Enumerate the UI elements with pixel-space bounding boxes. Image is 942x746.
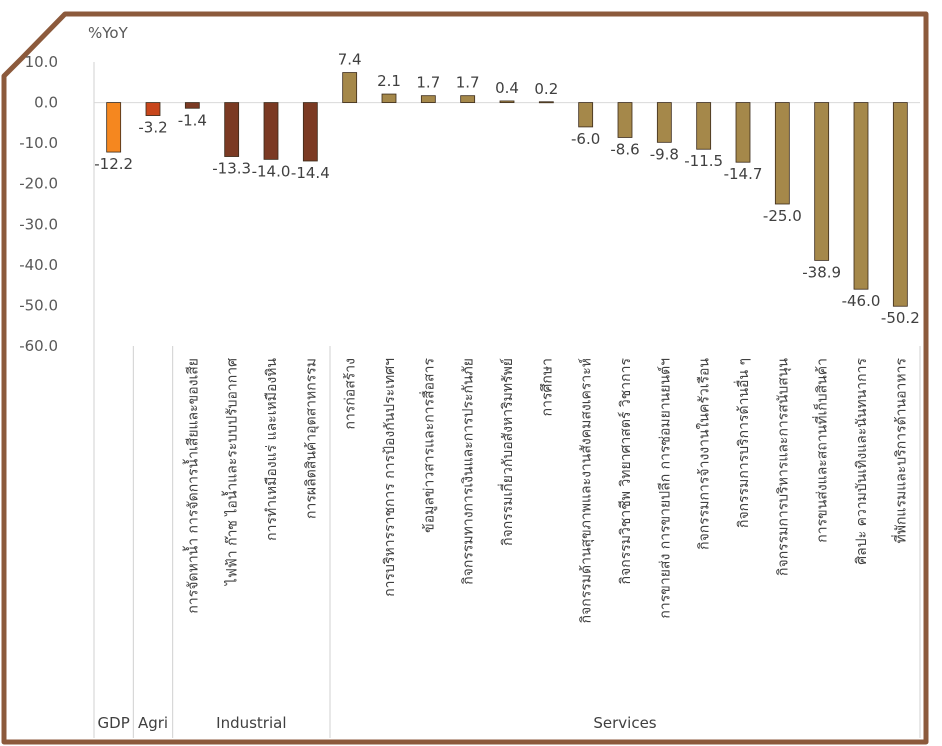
category-label: การศึกษา [539, 358, 555, 416]
bar [381, 93, 397, 103]
data-label: 2.1 [377, 72, 401, 90]
category-label: การทำเหมืองแร่ และเหมืองหิน [264, 358, 280, 541]
bar [106, 102, 122, 153]
y-tick-label: -40.0 [19, 256, 58, 274]
data-label: 7.4 [338, 51, 362, 69]
y-tick-label: -30.0 [19, 215, 58, 233]
data-label: 0.4 [495, 79, 519, 97]
category-label: การขายส่ง การขายปลีก การซ่อมยานยนต์ฯ [656, 358, 673, 619]
group-label: Services [593, 714, 656, 732]
y-axis-ticks: 10.0 0.0 -10.0 -20.0 -30.0 -40.0 -50.0 -60.0 [19, 53, 58, 355]
bar [420, 95, 436, 103]
bar [184, 102, 200, 109]
data-label: 0.2 [534, 80, 558, 98]
bar [656, 102, 672, 143]
y-tick-label: 10.0 [25, 53, 58, 71]
y-tick-label: -50.0 [19, 296, 58, 314]
category-label: การจัดหาน้ำ การจัดการน้ำเสียและของเสีย [182, 358, 201, 614]
data-label: -38.9 [802, 263, 841, 281]
category-label: กิจกรรมการบริการด้านอื่น ๆ [734, 358, 752, 528]
data-label: -1.4 [178, 111, 207, 129]
data-label: -14.4 [291, 164, 330, 182]
category-labels: การจัดหาน้ำ การจัดการน้ำเสียและของเสีย ไฟ… [182, 358, 909, 624]
category-label: การผลิตสินค้าอุตสาหกรรม [303, 358, 319, 519]
bar [499, 100, 515, 103]
data-label: -13.3 [212, 160, 251, 178]
data-label: -50.2 [881, 309, 920, 327]
y-tick-label: -20.0 [19, 175, 58, 193]
category-label: กิจกรรมวิชาชีพ วิทยาศาสตร์ วิชาการ [617, 358, 634, 585]
category-label: ข้อมูลข่าวสารและการสื่อสาร [419, 358, 437, 533]
data-label: 1.7 [416, 74, 440, 92]
bar [814, 102, 830, 261]
group-label: Industrial [216, 714, 286, 732]
y-tick-label: -10.0 [19, 134, 58, 152]
category-label: กิจกรรมการบริหารและการสนับสนุน [775, 358, 791, 576]
bar [774, 102, 790, 205]
y-tick-label: 0.0 [34, 94, 58, 112]
data-labels: -12.2 -3.2 -1.4 -13.3 -14.0 -14.4 7.4 2.1 1.7 1.7… [94, 51, 919, 328]
bars [106, 72, 908, 307]
category-label: ศิลปะ ความบันเทิงและนันทนาการ [854, 358, 870, 565]
bar [224, 102, 240, 157]
category-label: ที่พักแรมและบริการด้านอาหาร [891, 358, 909, 544]
category-label: การก่อสร้าง [343, 358, 359, 430]
data-label: -14.7 [724, 165, 763, 183]
bar [578, 102, 594, 128]
category-label: การบริหารราชการ การป้องกันประเทศฯ [382, 358, 398, 597]
data-label: 1.7 [456, 74, 480, 92]
group-label: Agri [138, 714, 168, 732]
data-label: -9.8 [650, 145, 679, 163]
category-label: กิจกรรมเกี่ยวกับอสังหาริมทรัพย์ [498, 358, 516, 546]
data-label: -46.0 [842, 292, 881, 310]
data-label: -12.2 [94, 155, 133, 173]
bar [696, 102, 712, 150]
data-label: -6.0 [571, 130, 600, 148]
category-label: การขนส่งและสถานที่เก็บสินค้า [813, 358, 831, 543]
y-axis-unit-label: %YoY [88, 24, 129, 42]
bar [892, 102, 908, 307]
group-labels: GDP Agri Industrial Services [98, 714, 657, 732]
data-label: -3.2 [138, 119, 167, 137]
category-label: ไฟฟ้า ก๊าซ ไอน้ำและระบบปรับอากาศ [222, 358, 241, 586]
group-label: GDP [98, 714, 130, 732]
category-label: กิจกรรมการจ้างงานในครัวเรือน [696, 358, 713, 550]
bar [302, 102, 318, 162]
bar [853, 102, 869, 290]
bar [735, 102, 751, 163]
data-label: -11.5 [684, 152, 723, 170]
data-label: -25.0 [763, 207, 802, 225]
bar [617, 102, 633, 138]
bar [145, 102, 161, 116]
bar [342, 72, 358, 103]
data-label: -14.0 [252, 162, 291, 180]
category-label: กิจกรรมทางการเงินและการประกันภัย [461, 358, 477, 585]
bar [538, 101, 554, 104]
y-tick-label: -60.0 [19, 337, 58, 355]
data-label: -8.6 [610, 140, 639, 158]
bar [263, 102, 279, 160]
bar [460, 95, 476, 103]
category-label: กิจกรรมด้านสุขภาพและงานสังคมสงเคราะห์ [578, 358, 595, 623]
